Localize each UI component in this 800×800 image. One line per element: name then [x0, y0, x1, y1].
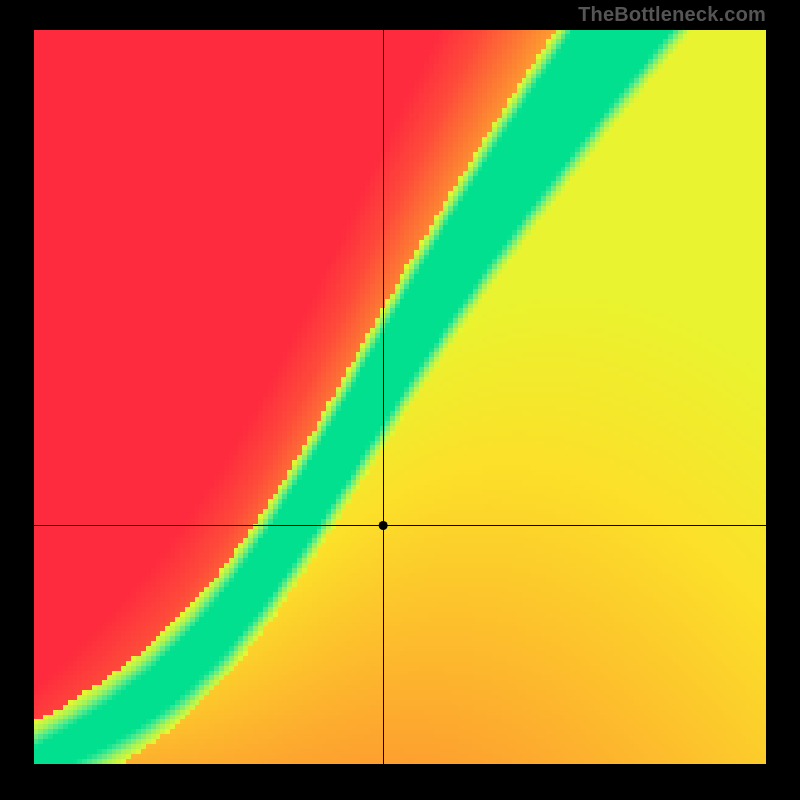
watermark-text: TheBottleneck.com [578, 4, 766, 27]
bottleneck-heatmap [34, 30, 766, 764]
heatmap-canvas [34, 30, 766, 764]
